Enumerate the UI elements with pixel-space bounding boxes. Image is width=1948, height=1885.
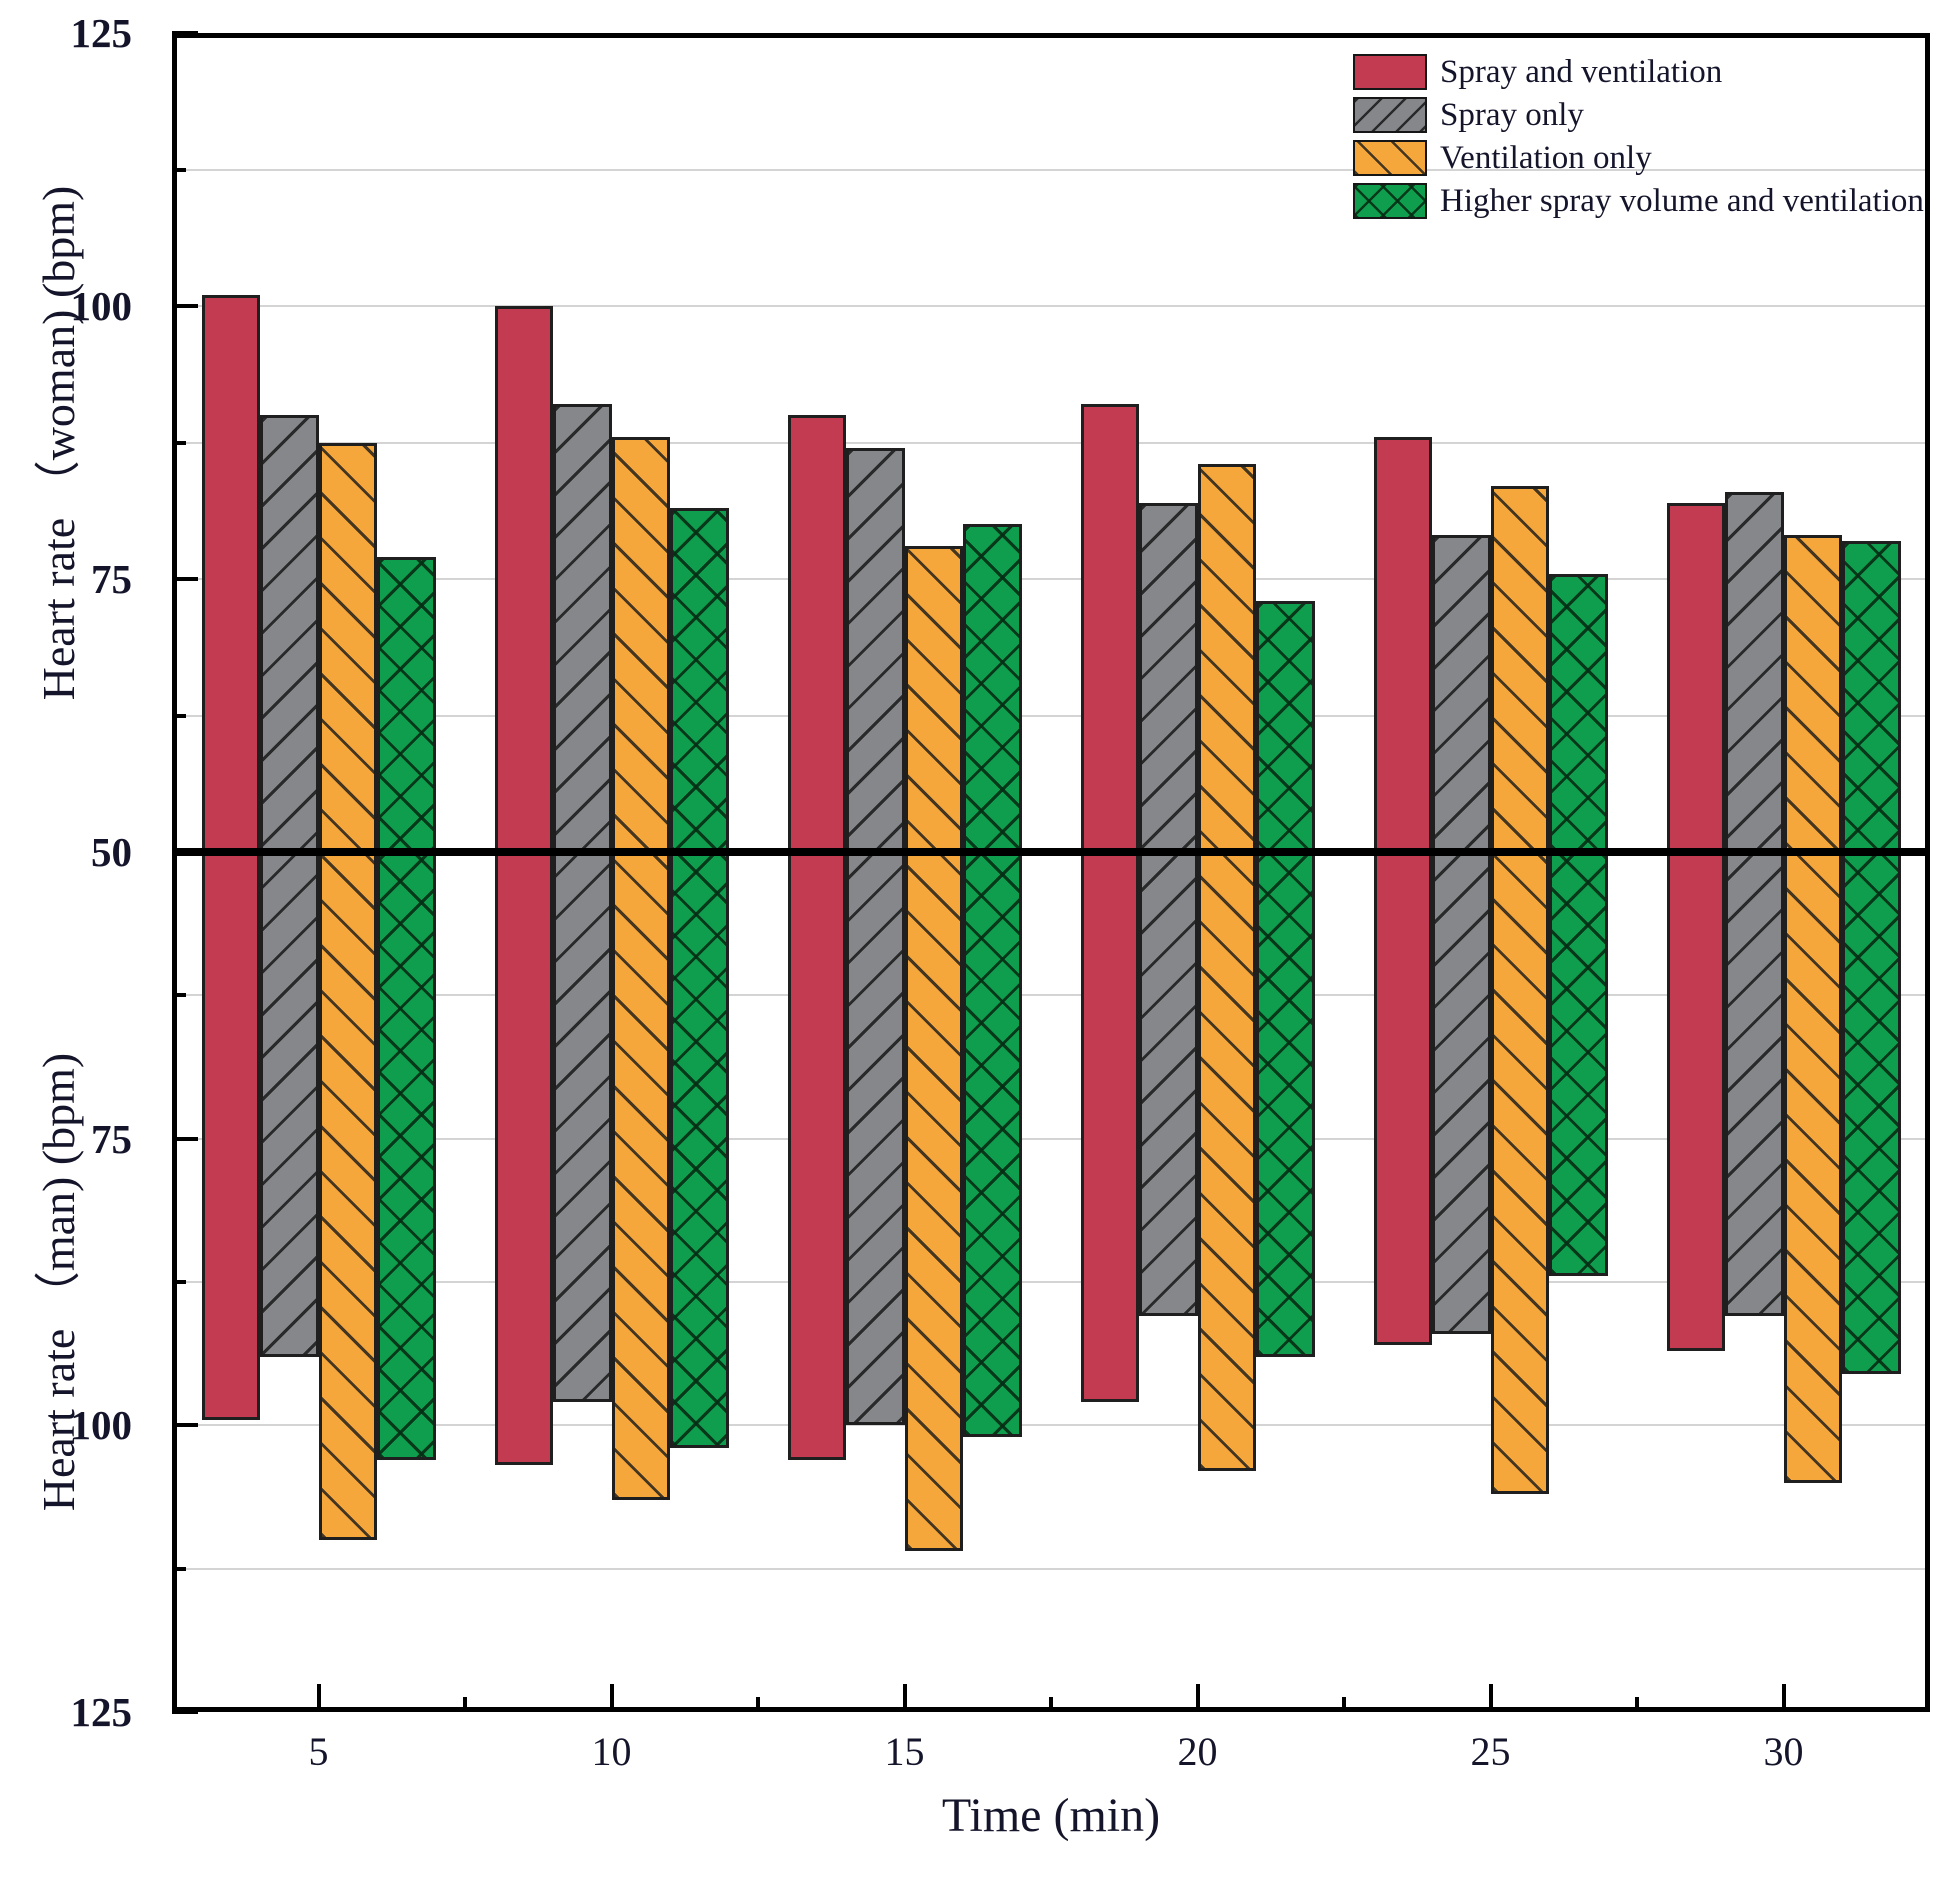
x-tick-label-15min: 15	[884, 1729, 925, 1774]
legend-swatch-spray-and-ventilation	[1353, 54, 1427, 90]
y-tick-label-woman-100: 100	[70, 283, 133, 329]
y-tick-man-62.5	[172, 993, 186, 998]
x-tick-20min	[1195, 1684, 1200, 1712]
y-tick-label-mid-50: 50	[91, 829, 132, 875]
x-tick-minor-0	[463, 1697, 467, 1712]
x-tick-label-5min: 5	[308, 1729, 329, 1774]
y-tick-label-man-125: 125	[70, 1689, 133, 1735]
legend-item-spray-only: Spray only	[1353, 95, 1924, 135]
bar-higher-spray-volume-and-ventilation-30min	[1842, 540, 1901, 1374]
legend-item-ventilation-only: Ventilation only	[1353, 138, 1924, 178]
legend-swatch-higher-spray-volume-and-ventilation	[1353, 183, 1427, 219]
legend: Spray and ventilation Spray only Ventilati…	[1353, 52, 1924, 224]
bar-spray-and-ventilation-5min	[201, 295, 260, 1420]
bar-higher-spray-volume-and-ventilation-5min	[377, 557, 436, 1460]
gridline-man-100	[172, 1424, 1930, 1427]
bar-spray-and-ventilation-20min	[1080, 404, 1139, 1403]
legend-swatch-ventilation-only	[1353, 140, 1427, 176]
y-tick-woman-62.5	[172, 713, 186, 718]
legend-label: Higher spray volume and ventilation	[1440, 182, 1924, 219]
x-tick-5min	[316, 1684, 321, 1712]
bar-ventilation-only-5min	[318, 442, 377, 1540]
legend-label: Spray only	[1440, 96, 1584, 133]
legend-label: Ventilation only	[1440, 139, 1652, 176]
y-tick-woman-75	[172, 577, 198, 581]
bar-spray-and-ventilation-10min	[494, 306, 553, 1466]
y-tick-label-man-100: 100	[70, 1402, 133, 1449]
x-tick-label-20min: 20	[1177, 1729, 1218, 1774]
x-tick-label-25min: 25	[1470, 1729, 1511, 1774]
legend-label: Spray and ventilation	[1440, 53, 1723, 90]
mid-baseline-50	[172, 848, 1930, 856]
y-tick-woman-112.5	[172, 167, 186, 172]
y-tick-woman-100	[172, 304, 198, 308]
gridline-man-112.5	[172, 1567, 1930, 1570]
x-tick-30min	[1781, 1684, 1786, 1712]
bar-higher-spray-volume-and-ventilation-20min	[1256, 600, 1315, 1357]
bar-spray-only-10min	[553, 404, 612, 1403]
bar-spray-only-15min	[846, 447, 905, 1426]
x-tick-15min	[902, 1684, 907, 1712]
gridline-woman-62.5	[172, 714, 1930, 717]
bar-ventilation-only-15min	[904, 546, 963, 1552]
bar-higher-spray-volume-and-ventilation-10min	[670, 508, 729, 1449]
bar-higher-spray-volume-and-ventilation-25min	[1549, 573, 1608, 1277]
legend-item-spray-and-ventilation: Spray and ventilation	[1353, 52, 1924, 92]
y-tick-man-112.5	[172, 1566, 186, 1571]
x-tick-minor-3	[1342, 1697, 1346, 1712]
x-tick-minor-1	[756, 1697, 760, 1712]
legend-item-higher-spray-volume-and-ventilation: Higher spray volume and ventilation	[1353, 181, 1924, 221]
bar-spray-only-25min	[1432, 535, 1491, 1334]
gridline-woman-75	[172, 578, 1930, 580]
bar-spray-and-ventilation-15min	[787, 415, 846, 1460]
legend-swatch-spray-only	[1353, 97, 1427, 133]
bar-spray-only-30min	[1725, 491, 1784, 1317]
gridline-man-87.5	[172, 1281, 1930, 1283]
bar-ventilation-only-30min	[1783, 535, 1842, 1483]
y-tick-label-woman-75: 75	[91, 556, 132, 602]
gridline-man-75	[172, 1137, 1930, 1140]
gridline-woman-87.5	[172, 441, 1930, 444]
y-tick-man-75	[172, 1136, 198, 1141]
y-tick-man-87.5	[172, 1280, 186, 1284]
x-tick-label-10min: 10	[591, 1729, 632, 1774]
y-tick-label-man-75: 75	[91, 1115, 132, 1162]
bar-ventilation-only-25min	[1490, 486, 1549, 1495]
bar-spray-only-20min	[1139, 502, 1198, 1317]
y-tick-man-125	[172, 1710, 198, 1714]
gridline-man-62.5	[172, 994, 1930, 997]
y-tick-label-woman-125: 125	[70, 10, 133, 56]
x-tick-label-30min: 30	[1763, 1729, 1804, 1774]
y-tick-woman-87.5	[172, 440, 186, 445]
bar-higher-spray-volume-and-ventilation-15min	[963, 524, 1022, 1437]
gridline-woman-112.5	[172, 168, 1930, 171]
y-axis-title-woman: Heart rate （woman) (bpm)	[33, 185, 84, 700]
x-axis-title: Time (min)	[941, 1789, 1161, 1842]
gridline-woman-100	[172, 305, 1930, 307]
plot-area	[172, 31, 1930, 1714]
bar-spray-and-ventilation-25min	[1373, 437, 1432, 1346]
x-tick-minor-2	[1049, 1697, 1053, 1712]
bar-ventilation-only-20min	[1197, 464, 1256, 1472]
y-tick-woman-50	[172, 850, 198, 854]
x-tick-25min	[1488, 1684, 1493, 1712]
x-tick-10min	[609, 1684, 614, 1712]
bar-ventilation-only-10min	[611, 437, 670, 1500]
y-tick-man-100	[172, 1423, 198, 1428]
y-tick-woman-125	[172, 31, 198, 35]
bar-spray-only-5min	[260, 415, 319, 1357]
bar-spray-and-ventilation-30min	[1666, 502, 1725, 1351]
x-tick-minor-4	[1635, 1697, 1639, 1712]
